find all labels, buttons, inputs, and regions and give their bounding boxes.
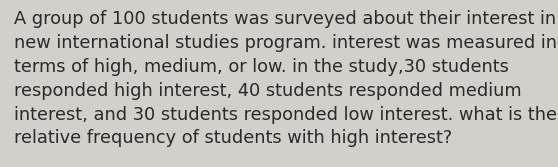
Text: A group of 100 students was surveyed about their interest in a
new international: A group of 100 students was surveyed abo… [14,10,558,147]
